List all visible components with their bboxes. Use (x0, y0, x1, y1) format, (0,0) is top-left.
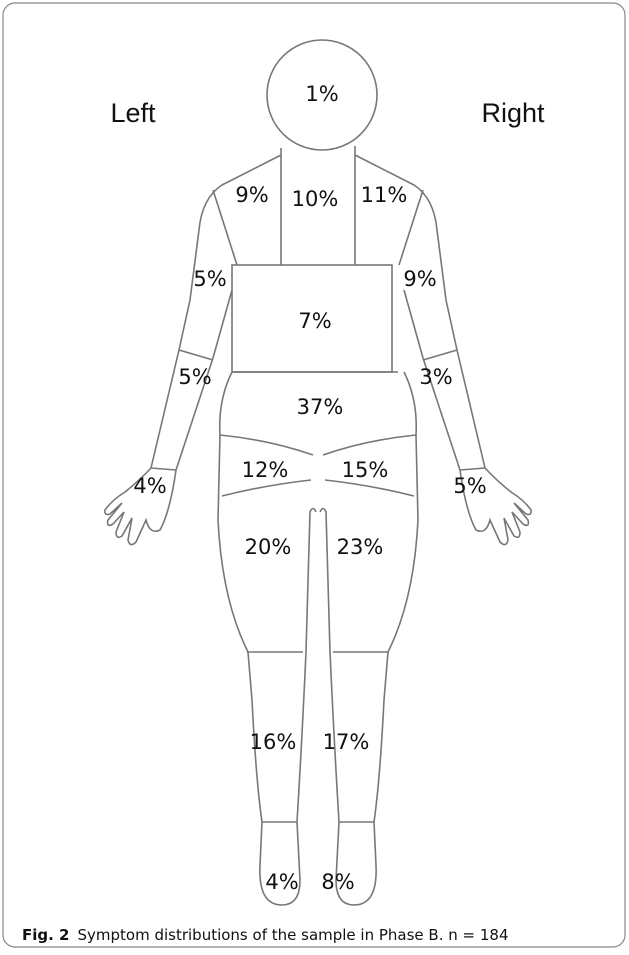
region-label: 1% (305, 82, 338, 106)
caption: Fig. 2 Symptom distributions of the sampl… (22, 926, 509, 944)
page: Left Right 1% 9% 10% 11% 5% 9% 7% 5% 3% 37% 12% 15%… (0, 0, 629, 951)
region-label: 20% (245, 535, 292, 559)
region-label: 23% (337, 535, 384, 559)
region-label: 9% (403, 267, 436, 291)
region-label: 3% (419, 365, 452, 389)
region-label: 11% (361, 183, 408, 207)
region-label: 37% (297, 395, 344, 419)
side-label: Left (110, 98, 156, 128)
figure: Left Right 1% 9% 10% 11% 5% 9% 7% 5% 3% 37% 12% 15%… (0, 0, 629, 951)
region-label: 17% (323, 730, 370, 754)
region-label: 8% (321, 870, 354, 894)
region-label: 5% (178, 365, 211, 389)
region-label: 12% (242, 458, 289, 482)
region-label: 7% (298, 309, 331, 333)
region-label: 10% (292, 187, 339, 211)
region-label: 5% (453, 474, 486, 498)
frame (3, 3, 625, 947)
region-label: 4% (133, 474, 166, 498)
caption-label: Fig. 2 (22, 926, 69, 944)
side-label: Right (481, 98, 545, 128)
region-label: 5% (193, 267, 226, 291)
region-label: 15% (342, 458, 389, 482)
region-label: 16% (250, 730, 297, 754)
region-labels: 1% 9% 10% 11% 5% 9% 7% 5% 3% 37% 12% 15% 4% 5% 20% 23% 1… (133, 82, 486, 894)
body-outline (105, 40, 531, 905)
caption-text: Symptom distributions of the sample in P… (77, 926, 508, 944)
region-label: 9% (235, 183, 268, 207)
region-label: 4% (265, 870, 298, 894)
